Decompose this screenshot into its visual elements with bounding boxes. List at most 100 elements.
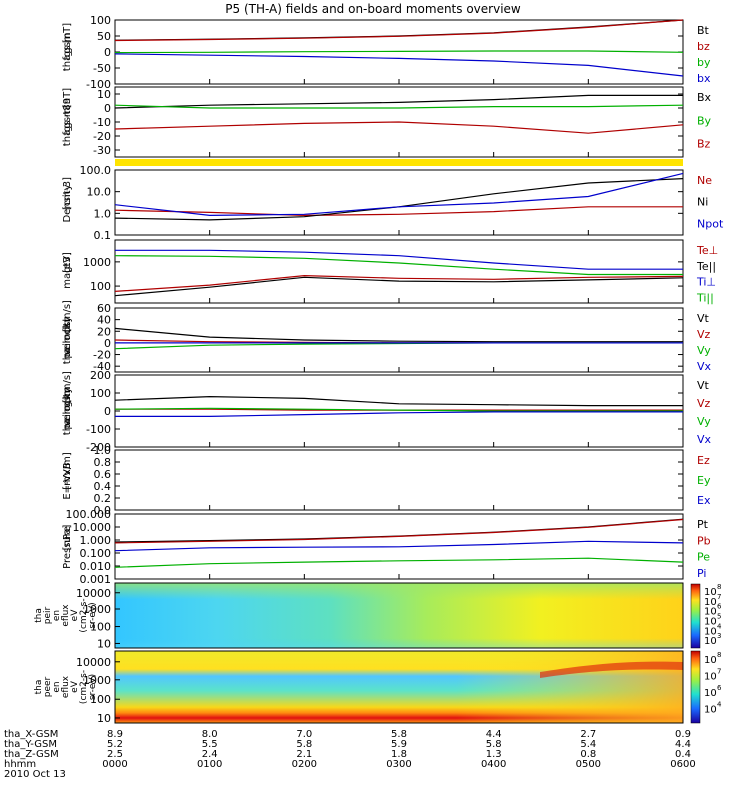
legend-label: Vt <box>697 379 710 392</box>
series-line-Vy <box>114 342 683 350</box>
y-tick-label: 1.0 <box>94 207 112 220</box>
x-tick-label: 0400 <box>481 759 506 770</box>
y-axis-label-2: Density[cm-3] <box>62 177 73 223</box>
spec-y-tick-label: 100 <box>90 693 111 706</box>
spectrogram-ion-frame <box>114 582 684 649</box>
y-axis-label-line: peim <box>62 333 73 358</box>
ephemeris-value: 1.3 <box>486 749 502 760</box>
colorbar-tick-label: 10 <box>704 688 717 699</box>
y-tick-label: 10.000 <box>73 521 112 534</box>
y-tick-label: 0 <box>104 405 111 418</box>
spectrogram-ion-overlay <box>115 583 683 648</box>
y-tick-label: 0 <box>104 102 111 115</box>
y-tick-label: 60 <box>97 302 111 315</box>
colorbar-tick-exponent: 4 <box>717 701 722 709</box>
legend-label: Ez <box>697 454 710 467</box>
legend-label: Bz <box>697 138 711 151</box>
colorbar-tick-exponent: 3 <box>717 632 721 640</box>
y-axis-label-line: [mV/m] <box>62 452 73 490</box>
y-tick-label: -20 <box>93 130 111 143</box>
series-line-Ti⊥ <box>115 249 683 270</box>
legend-label: Ey <box>697 474 711 487</box>
y-tick-label: -100 <box>86 78 111 91</box>
y-axis-label-line: fgs <box>62 120 73 135</box>
ephemeris-value: 5.8 <box>486 739 502 750</box>
colorbar-tick-label: 10 <box>704 636 717 647</box>
ephemeris-value: 5.8 <box>296 739 312 750</box>
y-axis-label-line: [km/s] <box>62 371 73 403</box>
spec-y-tick-label: 100 <box>90 621 111 634</box>
legend-label: bx <box>697 72 711 85</box>
spectrogram-electron-frame <box>114 650 684 724</box>
legend-label: Bt <box>697 24 710 37</box>
y-tick-label: 100 <box>90 14 111 27</box>
legend-label: Ni <box>697 196 708 209</box>
spec-y-tick-label: 10000 <box>76 587 111 600</box>
spec-y-axis-label-line: en <box>52 610 62 621</box>
series-line-Ti|| <box>114 255 683 276</box>
y-tick-label: 0.8 <box>94 456 112 469</box>
y-tick-label: 0.2 <box>94 492 112 505</box>
y-tick-label: 100 <box>90 387 111 400</box>
x-tick-label: 0300 <box>386 759 411 770</box>
colorbar-tick-exponent: 7 <box>717 593 721 601</box>
ephemeris-value: 1.8 <box>391 749 407 760</box>
legend-label: bz <box>697 40 710 53</box>
ephemeris-value: 8.9 <box>107 729 123 740</box>
series-line-Npot <box>114 172 684 217</box>
ephemeris-value: 7.0 <box>296 729 312 740</box>
ephemeris-name: tha_Y-GSM <box>4 739 57 750</box>
ephemeris-name: tha_Z-GSM <box>4 749 59 760</box>
y-axis-label-line: velocity <box>62 387 73 426</box>
panel-2: 100.0 10.0 1.0 0.1 Density[cm-3] Ne Ni Npot <box>62 164 724 242</box>
y-tick-label: -10 <box>93 116 111 129</box>
ephemeris-value: 4.4 <box>675 739 691 750</box>
y-axis-label-line: [nPa] <box>62 524 73 550</box>
colorbar-tick-label: 10 <box>704 617 717 628</box>
series-line-Bx <box>114 94 683 109</box>
colorbar-tick-exponent: 7 <box>717 668 721 676</box>
colorbar-tick-label: 10 <box>704 587 717 598</box>
legend-label: Vx <box>697 360 712 373</box>
y-axis-label-line: Density <box>62 184 73 222</box>
y-tick-label: 0.1 <box>94 229 112 242</box>
legend-label: Te⊥ <box>696 244 718 257</box>
spec-y-axis-label-line: peer <box>43 676 53 697</box>
legend-label: Vx <box>697 433 712 446</box>
spec-y-axis-label-0: tha peir en eflux eV (cm2-s-sr-eV) <box>34 598 98 632</box>
spec-y-axis-label-line: eV <box>70 680 80 693</box>
series-line-Pt <box>114 518 684 543</box>
y-tick-label: 10 <box>97 88 111 101</box>
ephemeris-value: 5.2 <box>107 739 123 750</box>
y-tick-label: 1000 <box>83 256 111 269</box>
y-tick-label: 100 <box>90 280 111 293</box>
y-tick-label: 100.000 <box>66 508 112 521</box>
spec-y-axis-label-line: (cm2-s- <box>79 670 89 704</box>
y-axis-label-line: peim <box>62 404 73 429</box>
legend-label: Pt <box>697 518 709 531</box>
panel-frame-2 <box>114 169 684 236</box>
y-tick-label: -50 <box>93 62 111 75</box>
colorbar-tick-label: 10 <box>704 607 717 618</box>
spec-y-axis-label-1: tha peer en eflux eV (cm2-s-sr-eV) <box>34 670 98 704</box>
legend-label: Npot <box>697 217 724 230</box>
spectrogram-electron-hot-band <box>540 661 683 678</box>
panel-frame-3 <box>114 239 684 304</box>
spec-y-axis-label-line: eV <box>70 609 80 622</box>
spec-y-axis-label-line: eflux <box>61 675 71 698</box>
ephemeris-value: 5.5 <box>202 739 218 750</box>
colorbar-tick-exponent: 4 <box>717 622 722 630</box>
y-axis-label-line: [nT] <box>62 88 73 108</box>
legend-label: By <box>697 114 712 127</box>
y-axis-label-line: velocity <box>62 316 73 355</box>
legend-label: Ti⊥ <box>696 276 716 289</box>
y-tick-label: -40 <box>93 360 111 373</box>
colorbar-tick-exponent: 6 <box>717 603 722 611</box>
y-axis-label-line: [km/s] <box>62 300 73 332</box>
